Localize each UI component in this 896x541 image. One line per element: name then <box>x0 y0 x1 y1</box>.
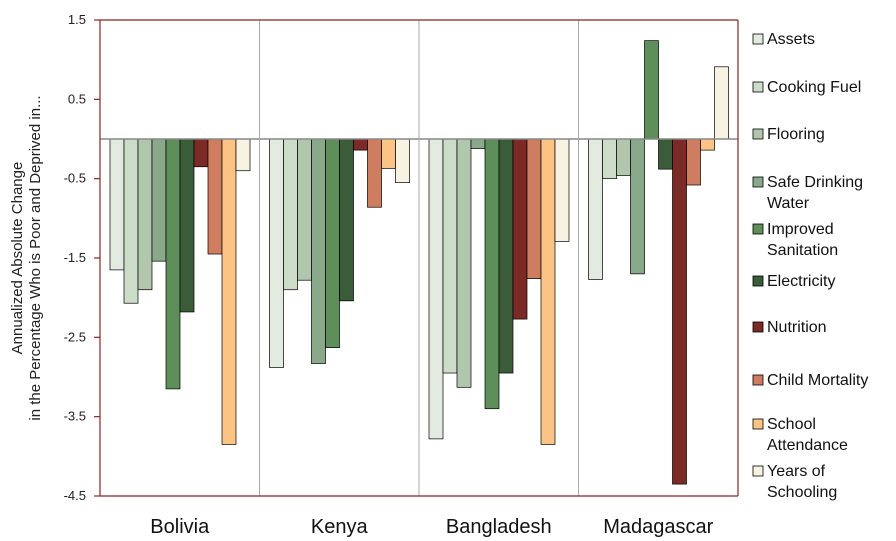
legend-label: Attendance <box>767 437 848 454</box>
legend-label: Water <box>767 195 810 212</box>
legend-label: Flooring <box>767 126 825 143</box>
bar <box>193 138 209 168</box>
bar <box>381 138 396 169</box>
bar <box>207 138 223 255</box>
legend-swatch <box>752 374 764 386</box>
bar <box>686 138 701 186</box>
legend-label: Cooking Fuel <box>767 79 861 96</box>
legend: Assets Cooking Fuel Flooring Safe Drinking W… <box>752 31 868 501</box>
bar <box>456 138 472 388</box>
bar <box>588 138 603 280</box>
bar <box>512 138 528 320</box>
y-axis-title-line: Annualized Absolute Change <box>9 162 26 355</box>
bar <box>602 138 617 180</box>
legend-swatch <box>752 465 764 477</box>
bar <box>339 138 354 302</box>
bar <box>109 138 125 271</box>
bar <box>235 138 251 172</box>
bar <box>658 138 673 170</box>
legend-swatch <box>752 33 764 45</box>
legend-label: Sanitation <box>767 242 838 259</box>
y-axis-title-line: in the Percentage Who is Poor and Depriv… <box>27 95 44 420</box>
y-tick-label: -4.5 <box>64 488 86 503</box>
bar <box>554 138 570 242</box>
legend-swatch <box>752 81 764 93</box>
legend-label: Nutrition <box>767 319 827 336</box>
bar <box>526 138 542 279</box>
bar <box>714 66 729 140</box>
legend-swatch <box>752 275 764 287</box>
legend-swatch <box>752 223 764 235</box>
y-axis-title: Annualized Absolute Change in the Percent… <box>9 95 44 420</box>
bar <box>395 138 410 183</box>
legend-label: Improved <box>767 221 834 238</box>
category-label: Bangladesh <box>446 516 552 538</box>
bar <box>179 138 195 313</box>
legend-label: Years of <box>767 463 826 480</box>
bar <box>311 138 326 364</box>
bar <box>353 138 368 151</box>
legend-swatch <box>752 418 764 430</box>
bar <box>325 138 340 348</box>
bar <box>283 138 298 291</box>
category-label: Bolivia <box>150 516 210 538</box>
bar <box>484 138 500 410</box>
bar <box>470 138 486 149</box>
legend-label: Safe Drinking <box>767 174 863 191</box>
category-labels: Bolivia Kenya Bangladesh Madagascar <box>150 516 713 538</box>
y-axis-ticks: 1.5 0.5 -0.5 -1.5 -2.5 -3.5 -4.5 <box>64 12 86 503</box>
category-label: Madagascar <box>603 516 713 538</box>
bar <box>644 40 659 140</box>
bar <box>540 138 556 445</box>
legend-label: Schooling <box>767 484 837 501</box>
bar <box>165 138 181 390</box>
bar <box>221 138 237 445</box>
y-tick-label: 0.5 <box>68 91 86 106</box>
bar <box>616 138 631 176</box>
legend-swatch <box>752 176 764 188</box>
y-tick-label: -2.5 <box>64 329 86 344</box>
bars <box>109 40 729 485</box>
bar <box>123 138 139 304</box>
legend-label: Child Mortality <box>767 372 868 389</box>
bar <box>269 138 284 368</box>
y-tick-label: -0.5 <box>64 171 86 186</box>
legend-swatch <box>752 128 764 140</box>
y-tick-label: 1.5 <box>68 12 86 27</box>
bar <box>428 138 444 440</box>
bar <box>367 138 382 208</box>
bar <box>630 138 645 275</box>
legend-label: Electricity <box>767 273 835 290</box>
bar <box>137 138 153 291</box>
legend-swatch <box>752 321 764 333</box>
bar <box>700 138 715 151</box>
legend-label: School <box>767 416 816 433</box>
bar <box>297 138 312 281</box>
y-tick-label: -3.5 <box>64 409 86 424</box>
bar <box>498 138 514 374</box>
legend-label: Assets <box>767 31 815 48</box>
bar <box>151 138 167 262</box>
plot-frame <box>94 19 739 497</box>
bar <box>442 138 458 374</box>
bar <box>672 138 687 485</box>
y-tick-label: -1.5 <box>64 250 86 265</box>
category-label: Kenya <box>311 516 369 538</box>
